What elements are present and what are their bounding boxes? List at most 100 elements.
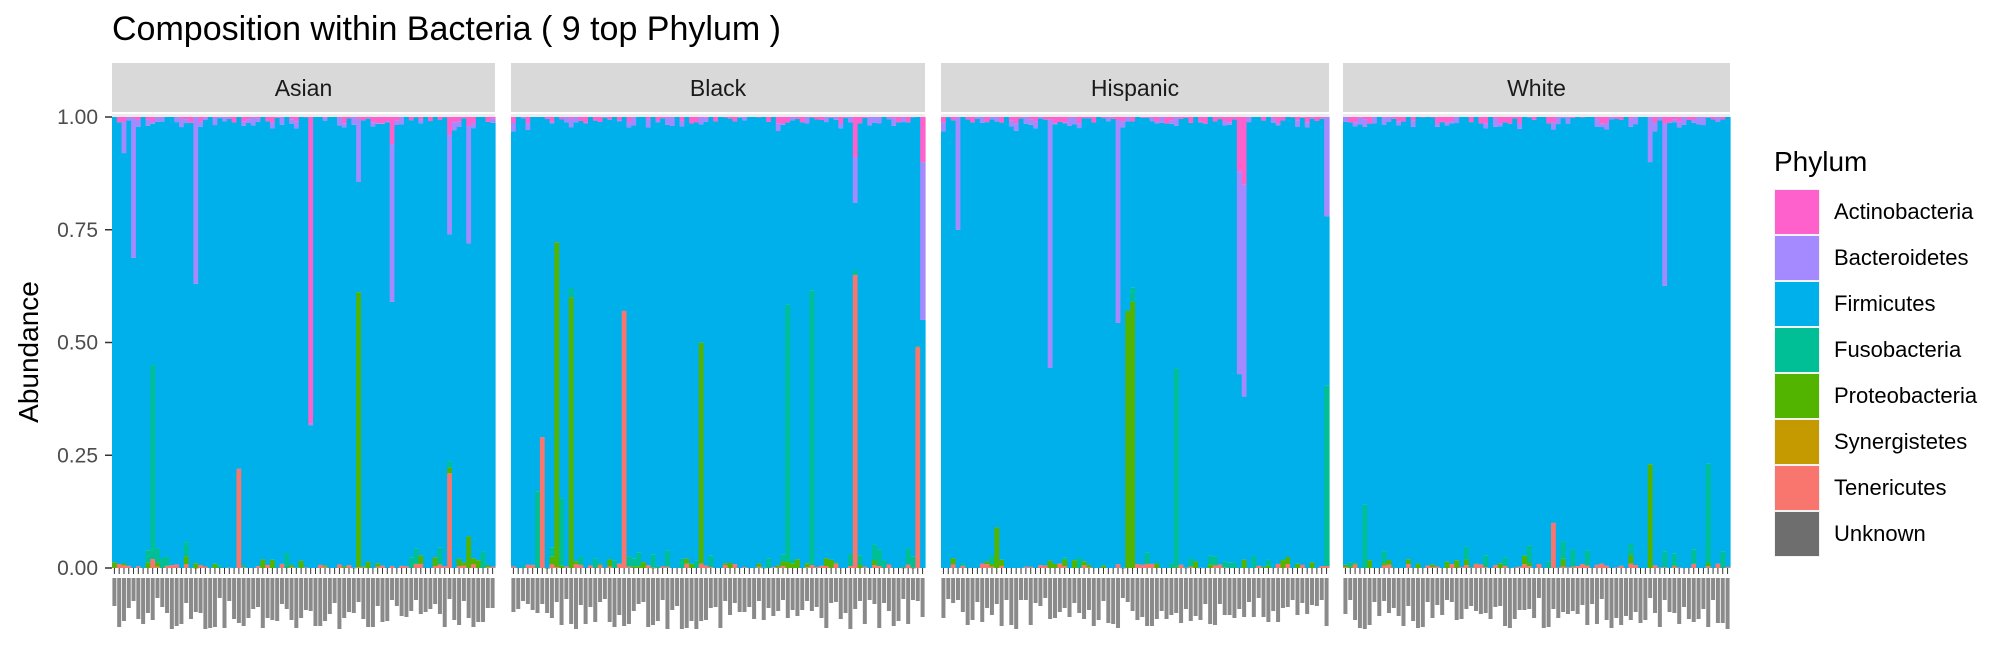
- bar-segment-bacteroidetes: [974, 117, 981, 119]
- legend-swatch-actinobacteria: [1775, 190, 1819, 234]
- bar-segment-tenericutes: [950, 564, 957, 568]
- x-tick-label: [951, 578, 956, 603]
- x-axis: [941, 568, 1329, 629]
- x-tick-label: [150, 578, 155, 620]
- x-tick-label: [260, 578, 265, 628]
- facet-strip: [941, 63, 1329, 112]
- bar-segment-bacteroidetes: [1168, 120, 1175, 124]
- x-tick-label: [141, 578, 146, 624]
- bar-segment-actinobacteria: [984, 117, 991, 123]
- x-tick-label: [1391, 578, 1396, 608]
- x-tick-label: [1111, 578, 1116, 624]
- bar-segment-actinobacteria: [544, 117, 551, 119]
- bar-segment-firmicutes: [823, 122, 830, 559]
- bar-segment-firmicutes: [588, 117, 594, 566]
- bar-segment-actinobacteria: [965, 117, 971, 120]
- x-tick-label: [1594, 578, 1599, 624]
- bar-segment-firmicutes: [351, 124, 357, 568]
- bar-segment-proteobacteria: [640, 562, 647, 568]
- bar-segment-proteobacteria: [1444, 561, 1451, 568]
- bar-segment-tenericutes: [1324, 566, 1330, 568]
- bar-segment-firmicutes: [631, 125, 637, 559]
- bar-segment-firmicutes: [1062, 123, 1068, 558]
- x-tick-label: [1420, 578, 1425, 627]
- bar-segment-fusobacteria: [549, 547, 555, 557]
- bar-segment-firmicutes: [1202, 123, 1209, 568]
- bar-segment-firmicutes: [876, 123, 883, 550]
- bar-segment-actinobacteria: [1391, 117, 1397, 119]
- x-tick-label: [540, 578, 545, 604]
- bar-segment-actinobacteria: [1357, 117, 1363, 118]
- x-tick-label: [1174, 578, 1179, 613]
- x-tick-label: [1319, 578, 1324, 600]
- bar-segment-bacteroidetes: [255, 118, 262, 122]
- bar-segment-firmicutes: [1236, 374, 1243, 568]
- x-tick-label: [790, 578, 795, 610]
- bar-segment-firmicutes: [1415, 117, 1421, 564]
- bar-segment-fusobacteria: [1076, 557, 1083, 568]
- bar-segment-bacteroidetes: [1633, 117, 1639, 125]
- bar-segment-proteobacteria: [1352, 563, 1359, 565]
- bar-segment-actinobacteria: [365, 117, 372, 119]
- x-tick-label: [747, 578, 752, 607]
- x-tick-label: [1169, 578, 1174, 615]
- bar-segment-bacteroidetes: [511, 122, 517, 132]
- bar-segment-proteobacteria: [1628, 554, 1634, 564]
- bar-segment-fusobacteria: [480, 551, 487, 568]
- bar-segment-firmicutes: [828, 117, 835, 560]
- bar-segment-proteobacteria: [636, 566, 642, 568]
- bar-segment-firmicutes: [1261, 120, 1267, 567]
- bar-segment-firmicutes: [1047, 367, 1054, 561]
- bar-segment-actinobacteria: [1531, 117, 1538, 120]
- x-tick-label: [1285, 578, 1290, 607]
- x-tick-label: [1565, 578, 1570, 614]
- bar-segment-actinobacteria: [970, 117, 976, 123]
- bar-segment-actinobacteria: [819, 117, 825, 120]
- bar-segment-firmicutes: [1101, 118, 1107, 566]
- bar-segment-tenericutes: [322, 566, 329, 568]
- bar-segment-proteobacteria: [1047, 560, 1054, 568]
- x-tick-label: [1062, 578, 1067, 608]
- x-tick-label: [169, 578, 174, 629]
- bar-segment-firmicutes: [795, 118, 801, 560]
- bar-segment-actinobacteria: [150, 117, 156, 122]
- bar-segment-proteobacteria: [1647, 464, 1654, 568]
- bar-segment-firmicutes: [1115, 322, 1122, 565]
- legend-label: Unknown: [1834, 521, 1926, 546]
- bar-segment-tenericutes: [607, 566, 613, 568]
- bar-segment-actinobacteria: [1478, 117, 1484, 124]
- bar-segment-firmicutes: [799, 122, 806, 569]
- x-tick-label: [1164, 578, 1169, 619]
- x-tick-label: [418, 578, 423, 614]
- x-tick-label: [481, 578, 486, 622]
- x-tick-label: [1478, 578, 1483, 614]
- bar-segment-firmicutes: [515, 117, 522, 568]
- x-tick-label: [471, 578, 476, 627]
- facet-strip-label: Hispanic: [1091, 75, 1179, 101]
- bar-segment-firmicutes: [539, 117, 546, 438]
- bar-segment-firmicutes: [563, 122, 570, 567]
- bar-segment-firmicutes: [1700, 125, 1707, 568]
- bar-segment-actinobacteria: [525, 117, 531, 124]
- bar-segment-bacteroidetes: [1246, 117, 1252, 123]
- bar-segment-tenericutes: [126, 565, 132, 568]
- bar-segment-bacteroidetes: [1671, 119, 1678, 123]
- x-tick-label: [212, 578, 217, 627]
- bar-segment-actinobacteria: [1227, 117, 1233, 123]
- x-tick-label: [222, 578, 227, 628]
- x-tick-label: [313, 578, 318, 626]
- bar-segment-actinobacteria: [1120, 117, 1126, 122]
- bar-segment-bacteroidetes: [886, 117, 892, 120]
- bar-segment-bacteroidetes: [246, 119, 252, 124]
- bar-segment-firmicutes: [1304, 127, 1311, 569]
- bar-segment-bacteroidetes: [490, 118, 496, 123]
- bar-segment-bacteroidetes: [742, 117, 748, 121]
- x-tick-label: [1038, 578, 1043, 606]
- bar-segment-actinobacteria: [607, 117, 613, 120]
- bar-segment-actinobacteria: [490, 117, 496, 119]
- bar-segment-firmicutes: [236, 117, 242, 469]
- bar-segment-fusobacteria: [910, 556, 916, 568]
- x-tick-label: [612, 578, 617, 627]
- bar-segment-proteobacteria: [573, 561, 579, 565]
- bar-segment-tenericutes: [1381, 565, 1388, 568]
